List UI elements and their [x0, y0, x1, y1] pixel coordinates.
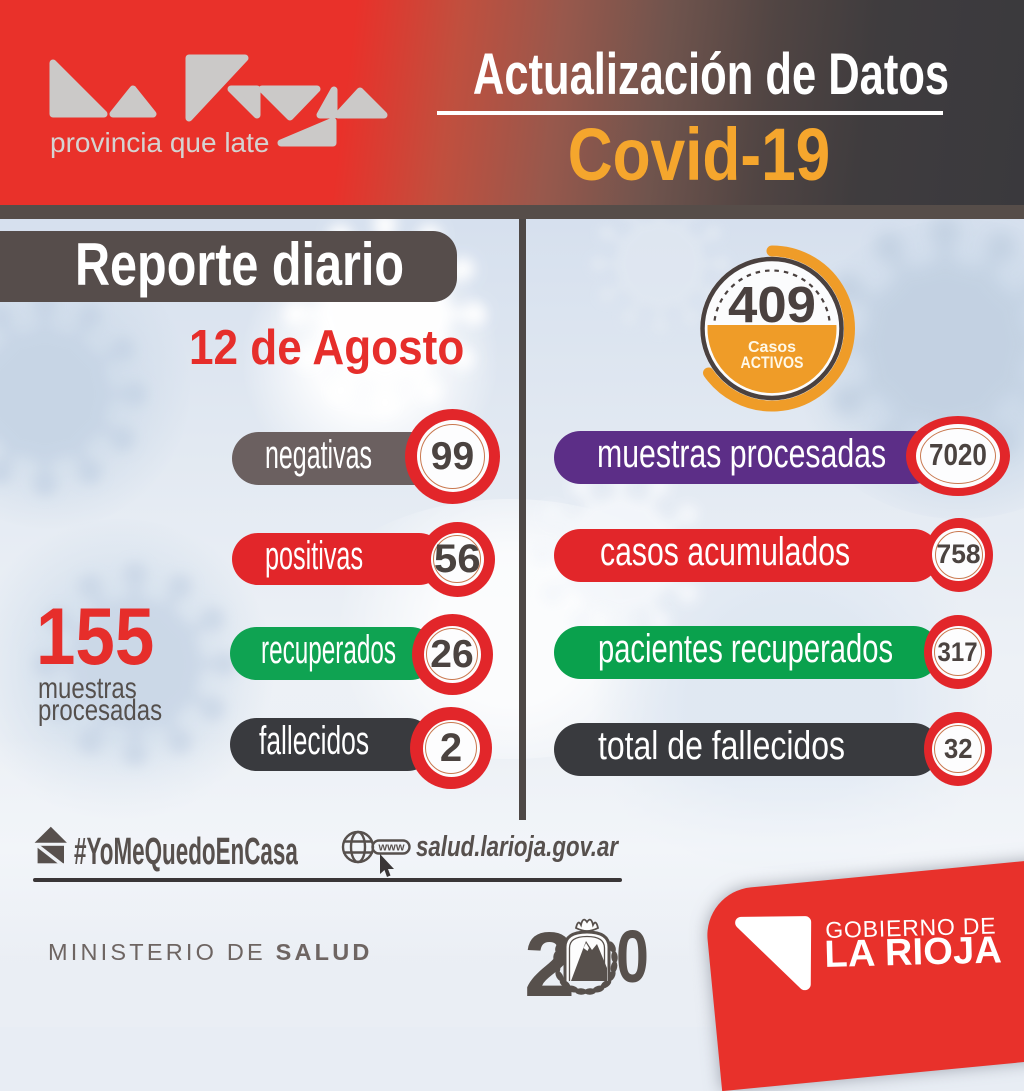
svg-text:provincia que late: provincia que late: [50, 127, 269, 158]
svg-text:Casos: Casos: [748, 339, 796, 356]
svg-text:409: 409: [728, 276, 816, 333]
svg-text:ACTIVOS: ACTIVOS: [741, 354, 804, 372]
svg-text:www: www: [377, 842, 404, 854]
svg-text:0: 0: [616, 916, 649, 999]
